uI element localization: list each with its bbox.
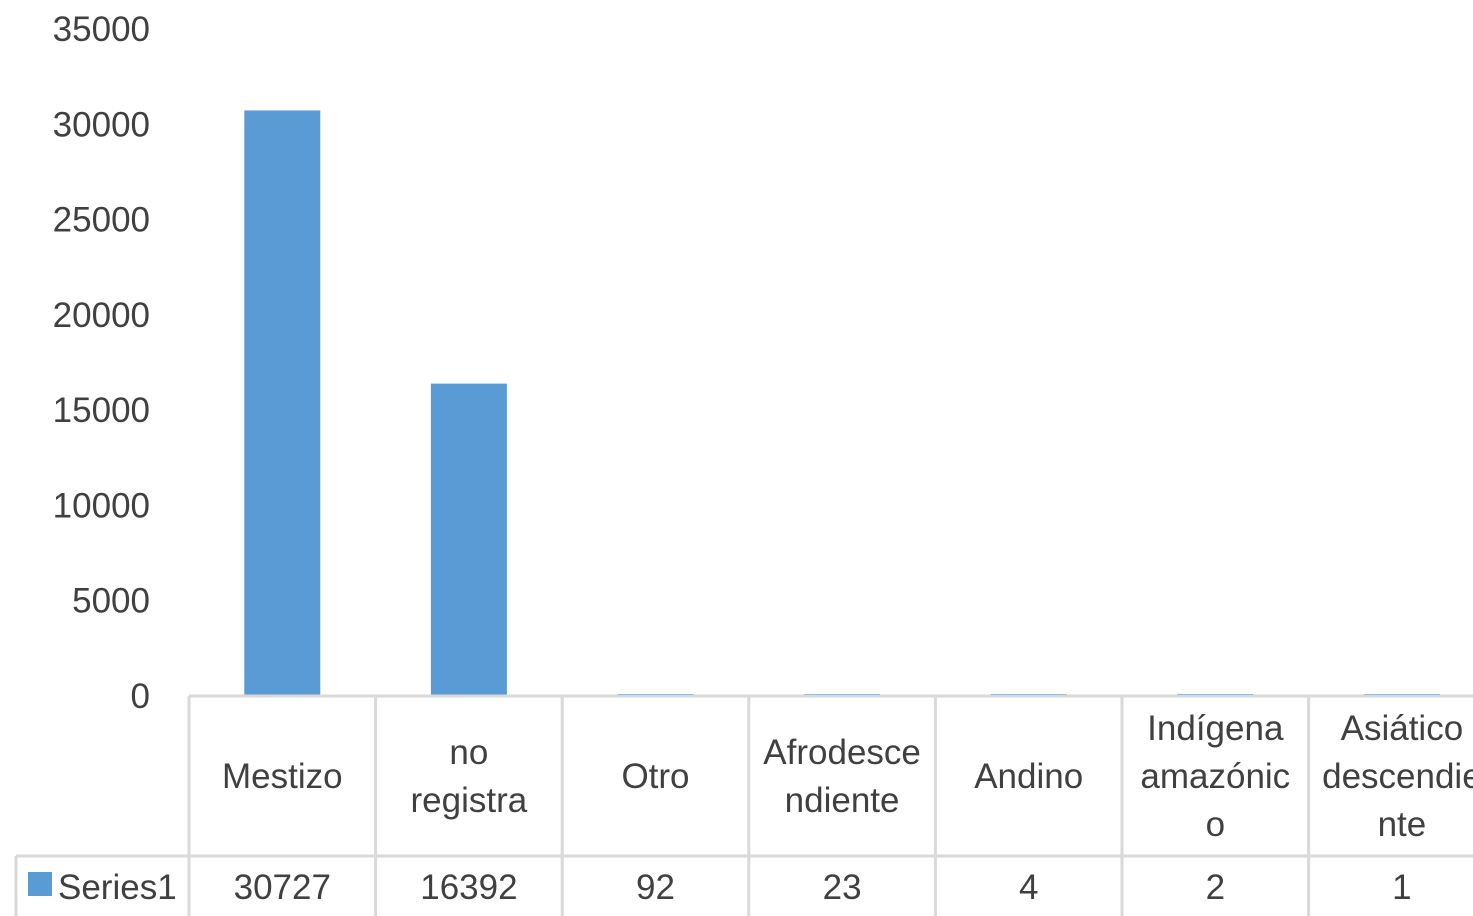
y-tick-label: 35000 xyxy=(53,10,150,49)
legend-swatch xyxy=(28,872,52,896)
data-label: 23 xyxy=(823,868,862,907)
category-label: no xyxy=(449,733,488,772)
category-label: Andino xyxy=(974,757,1083,796)
data-label: 4 xyxy=(1019,868,1038,907)
data-label: 92 xyxy=(636,868,675,907)
category-label: descendie xyxy=(1322,757,1473,796)
category-label: ndiente xyxy=(785,781,900,820)
bars xyxy=(244,110,1440,697)
y-tick-label: 10000 xyxy=(53,486,150,525)
y-tick-label: 20000 xyxy=(53,296,150,335)
data-label: 30727 xyxy=(234,868,331,907)
data-label: 1 xyxy=(1392,868,1411,907)
data-label: 16392 xyxy=(420,868,517,907)
y-tick-label: 15000 xyxy=(53,391,150,430)
y-axis: 0 5000 10000 15000 20000 25000 30000 35000 xyxy=(53,10,150,716)
category-label: amazónic xyxy=(1140,757,1290,796)
y-tick-label: 30000 xyxy=(53,105,150,144)
data-label: 2 xyxy=(1206,868,1225,907)
category-label: Asiático xyxy=(1341,709,1464,748)
bar xyxy=(244,110,321,697)
data-table: Mestizo no registra Otro Afrodesce ndiente And… xyxy=(14,694,1473,916)
category-label: Mestizo xyxy=(222,757,343,796)
y-tick-label: 25000 xyxy=(53,201,150,240)
category-label: Otro xyxy=(621,757,689,796)
y-tick-label: 5000 xyxy=(72,582,150,621)
category-label: nte xyxy=(1378,805,1427,844)
category-label: Indígena xyxy=(1147,709,1284,748)
category-label: Afrodesce xyxy=(763,733,921,772)
category-label: o xyxy=(1206,805,1225,844)
legend-series-name: Series1 xyxy=(58,868,177,907)
bar xyxy=(430,383,507,696)
category-label: registra xyxy=(411,781,528,820)
y-tick-label: 0 xyxy=(131,677,150,716)
